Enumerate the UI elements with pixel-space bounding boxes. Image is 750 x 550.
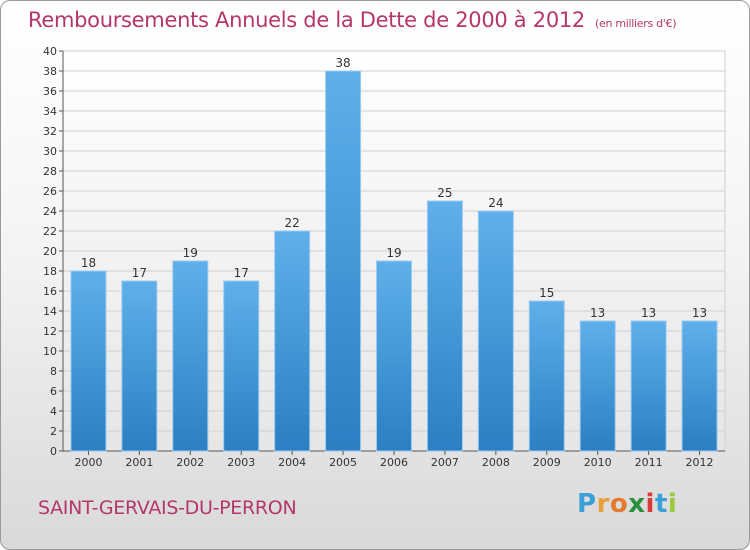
- bar: [477, 210, 514, 452]
- y-tick-label: 0: [50, 445, 57, 458]
- bar: [630, 320, 667, 452]
- y-tick-label: 32: [43, 125, 57, 138]
- bar: [223, 280, 260, 452]
- y-tick-label: 20: [43, 245, 57, 258]
- logo-letter: i: [645, 489, 655, 519]
- x-tick-label: 2004: [278, 456, 306, 469]
- bar: [325, 70, 362, 452]
- y-tick-label: 4: [50, 405, 57, 418]
- bar-value-label: 18: [81, 256, 96, 270]
- y-tick-label: 34: [43, 105, 57, 118]
- y-tick-label: 40: [43, 45, 57, 58]
- bar-value-label: 25: [437, 186, 452, 200]
- logo-letter: r: [596, 489, 610, 519]
- x-tick-label: 2002: [176, 456, 204, 469]
- bar-value-label: 15: [539, 286, 554, 300]
- commune-name: SAINT-GERVAIS-DU-PERRON: [38, 497, 297, 519]
- y-tick-label: 36: [43, 85, 57, 98]
- bar-value-label: 13: [692, 306, 707, 320]
- bar-value-label: 19: [183, 246, 198, 260]
- y-tick-label: 38: [43, 65, 57, 78]
- bar: [70, 270, 107, 452]
- unit-label: (en milliers d'€): [595, 17, 677, 30]
- proxiti-logo: Proxiti: [577, 489, 677, 519]
- bar-value-label: 22: [285, 216, 300, 230]
- bar: [579, 320, 616, 452]
- bar-value-label: 19: [386, 246, 401, 260]
- x-tick-label: 2009: [533, 456, 561, 469]
- x-tick-label: 2007: [431, 456, 459, 469]
- bar: [376, 260, 412, 452]
- title-text: Remboursements Annuels de la Dette de 20…: [28, 8, 585, 32]
- bar: [426, 200, 463, 452]
- x-tick-label: 2005: [329, 456, 357, 469]
- logo-letter: t: [654, 489, 668, 519]
- chart-title: Remboursements Annuels de la Dette de 20…: [28, 8, 676, 32]
- bar-value-label: 38: [335, 56, 350, 70]
- y-tick-label: 16: [43, 285, 57, 298]
- y-tick-label: 6: [50, 385, 57, 398]
- x-tick-label: 2006: [380, 456, 408, 469]
- bar-value-label: 17: [132, 266, 147, 280]
- y-tick-label: 22: [43, 225, 57, 238]
- bar-value-label: 17: [234, 266, 249, 280]
- bar: [274, 230, 311, 452]
- y-tick-label: 2: [50, 425, 57, 438]
- bar: [681, 320, 718, 452]
- x-tick-label: 2012: [686, 456, 714, 469]
- y-tick-label: 30: [43, 145, 57, 158]
- x-tick-label: 2008: [482, 456, 510, 469]
- y-tick-label: 28: [43, 165, 57, 178]
- y-tick-label: 10: [43, 345, 57, 358]
- y-tick-label: 26: [43, 185, 57, 198]
- bar: [121, 280, 158, 452]
- bar-value-label: 13: [641, 306, 656, 320]
- y-tick-label: 12: [43, 325, 57, 338]
- y-tick-label: 14: [43, 305, 57, 318]
- bar-value-label: 24: [488, 196, 503, 210]
- bar: [172, 260, 209, 452]
- logo-letter: i: [667, 489, 678, 519]
- logo-letter: o: [609, 489, 629, 519]
- bar-value-label: 13: [590, 306, 605, 320]
- x-tick-label: 2001: [125, 456, 153, 469]
- y-tick-label: 18: [43, 265, 57, 278]
- y-tick-label: 8: [50, 365, 57, 378]
- x-tick-label: 2000: [74, 456, 102, 469]
- x-tick-label: 2010: [584, 456, 612, 469]
- x-tick-label: 2003: [227, 456, 255, 469]
- bar: [528, 300, 565, 452]
- x-tick-label: 2011: [635, 456, 663, 469]
- logo-letter: x: [628, 489, 646, 519]
- y-tick-label: 24: [43, 205, 57, 218]
- logo-letter: P: [577, 489, 597, 519]
